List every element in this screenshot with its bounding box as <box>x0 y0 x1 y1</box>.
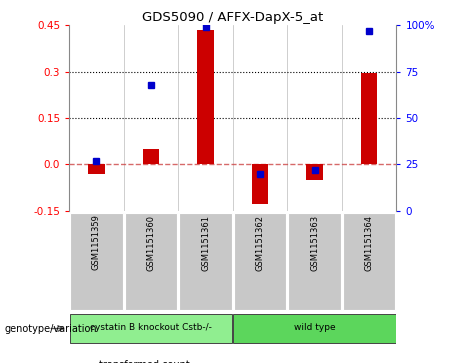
Text: GSM1151363: GSM1151363 <box>310 215 319 271</box>
Bar <box>343 213 396 310</box>
Text: wild type: wild type <box>294 323 336 333</box>
Text: GSM1151364: GSM1151364 <box>365 215 374 270</box>
Bar <box>197 30 214 164</box>
Text: genotype/variation: genotype/variation <box>5 323 97 334</box>
Text: GSM1151361: GSM1151361 <box>201 215 210 270</box>
Bar <box>289 213 341 310</box>
Text: GSM1151359: GSM1151359 <box>92 215 101 270</box>
Bar <box>252 164 268 204</box>
Bar <box>88 164 105 174</box>
Text: transformed count: transformed count <box>99 360 189 363</box>
Bar <box>361 73 378 164</box>
Bar <box>179 213 232 310</box>
Bar <box>70 314 232 343</box>
Bar <box>307 164 323 180</box>
Bar <box>233 314 396 343</box>
Bar <box>143 149 159 164</box>
Bar <box>125 213 177 310</box>
Text: cystatin B knockout Cstb-/-: cystatin B knockout Cstb-/- <box>90 323 212 333</box>
Text: GSM1151360: GSM1151360 <box>147 215 155 270</box>
Bar <box>70 213 123 310</box>
Text: GSM1151362: GSM1151362 <box>255 215 265 270</box>
Bar <box>234 213 286 310</box>
Title: GDS5090 / AFFX-DapX-5_at: GDS5090 / AFFX-DapX-5_at <box>142 11 324 24</box>
